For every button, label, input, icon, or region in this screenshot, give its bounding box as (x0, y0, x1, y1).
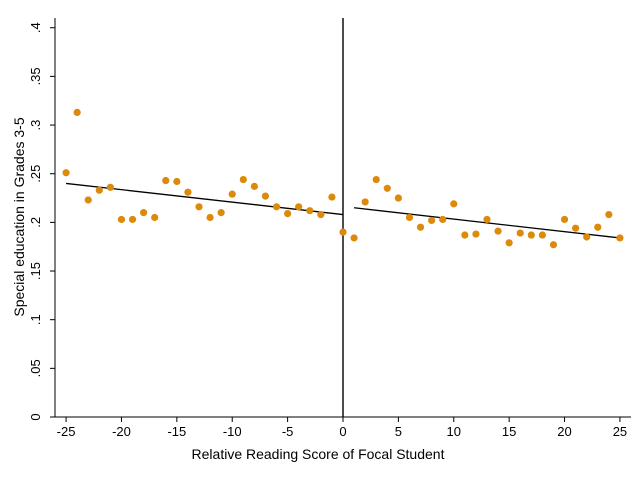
data-point (62, 169, 70, 177)
x-tick-label: -25 (57, 424, 76, 439)
data-point (538, 231, 546, 239)
y-tick-label: .25 (28, 165, 43, 183)
x-tick-label: 25 (613, 424, 627, 439)
data-point (162, 176, 170, 185)
x-tick-label: 5 (395, 424, 402, 439)
data-point (605, 210, 613, 219)
data-point (583, 233, 591, 241)
y-axis: 0 .05 .1 .15 .2 .25 .3 .35 .4 (28, 18, 56, 421)
data-point (439, 215, 447, 224)
x-tick-label: 0 (339, 424, 346, 439)
data-point (84, 196, 92, 204)
data-point (206, 213, 214, 222)
data-point (250, 182, 258, 190)
y-tick-label: .15 (28, 262, 43, 280)
data-point (461, 231, 469, 239)
data-point (505, 239, 513, 247)
y-tick-label: .05 (28, 359, 43, 377)
y-tick-label: .4 (28, 22, 43, 33)
data-point (361, 198, 369, 206)
x-tick-label: -5 (282, 424, 294, 439)
data-point (284, 210, 292, 218)
data-point (317, 210, 325, 219)
data-point (195, 203, 203, 211)
data-point (306, 207, 314, 215)
data-point (95, 186, 103, 194)
x-tick-label: -15 (167, 424, 186, 439)
data-point (73, 108, 81, 116)
data-point (527, 231, 535, 239)
data-point (217, 209, 225, 217)
y-axis-title: Special education in Grades 3-5 (11, 117, 27, 316)
data-point (594, 223, 602, 231)
x-axis-title: Relative Reading Score of Focal Student (192, 446, 445, 462)
data-point (339, 228, 347, 236)
x-tick-label: -20 (112, 424, 131, 439)
data-point (383, 184, 391, 192)
data-point (272, 203, 281, 211)
data-point (494, 227, 502, 235)
data-point (549, 241, 558, 249)
data-point (572, 224, 580, 232)
data-point (173, 177, 181, 186)
data-point (405, 213, 414, 222)
x-tick-label: 20 (557, 424, 571, 439)
data-point (228, 190, 236, 198)
y-tick-label: .35 (28, 67, 43, 85)
data-point (428, 216, 436, 225)
data-point (394, 194, 402, 202)
data-point (450, 200, 458, 208)
y-tick-label: 0 (28, 413, 43, 420)
data-point (516, 229, 524, 237)
x-axis: -25 -20 -15 -10 -5 0 5 10 15 20 25 (55, 416, 631, 439)
data-point (117, 215, 126, 224)
data-point (328, 193, 336, 201)
data-point (616, 234, 624, 242)
data-point (483, 215, 491, 224)
data-point (372, 175, 380, 184)
x-tick-label: 15 (502, 424, 516, 439)
data-point (350, 234, 358, 242)
data-point (151, 213, 159, 222)
data-point (140, 209, 148, 217)
data-point (128, 215, 137, 224)
data-point (184, 188, 192, 196)
data-point (560, 215, 569, 224)
data-point (416, 223, 425, 231)
data-point (261, 192, 270, 200)
plot-area (62, 18, 624, 417)
x-tick-label: -10 (223, 424, 242, 439)
data-point (239, 175, 247, 184)
data-point (472, 230, 480, 238)
y-tick-label: .1 (28, 314, 43, 325)
x-tick-label: 10 (447, 424, 461, 439)
data-point (295, 203, 303, 211)
y-tick-label: .2 (28, 217, 43, 228)
y-tick-label: .3 (28, 120, 43, 131)
data-point (106, 183, 114, 191)
